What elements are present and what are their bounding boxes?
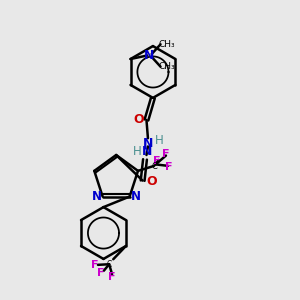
Text: N: N: [92, 190, 102, 203]
Text: H: H: [133, 145, 141, 158]
Text: F: F: [91, 260, 98, 270]
Text: H: H: [155, 134, 164, 147]
Text: F: F: [97, 268, 105, 278]
Text: CH₃: CH₃: [159, 40, 175, 49]
Text: N: N: [142, 145, 152, 158]
Text: N: N: [143, 137, 153, 150]
Text: CH₃: CH₃: [159, 62, 175, 71]
Text: F: F: [165, 162, 172, 172]
Text: F: F: [153, 157, 161, 166]
Text: F: F: [108, 272, 116, 282]
Text: N: N: [130, 190, 140, 203]
Text: O: O: [133, 113, 143, 126]
Text: O: O: [147, 175, 158, 188]
Text: N: N: [144, 49, 154, 62]
Text: C: C: [151, 162, 157, 171]
Text: F: F: [162, 149, 170, 159]
Text: C: C: [106, 260, 112, 269]
